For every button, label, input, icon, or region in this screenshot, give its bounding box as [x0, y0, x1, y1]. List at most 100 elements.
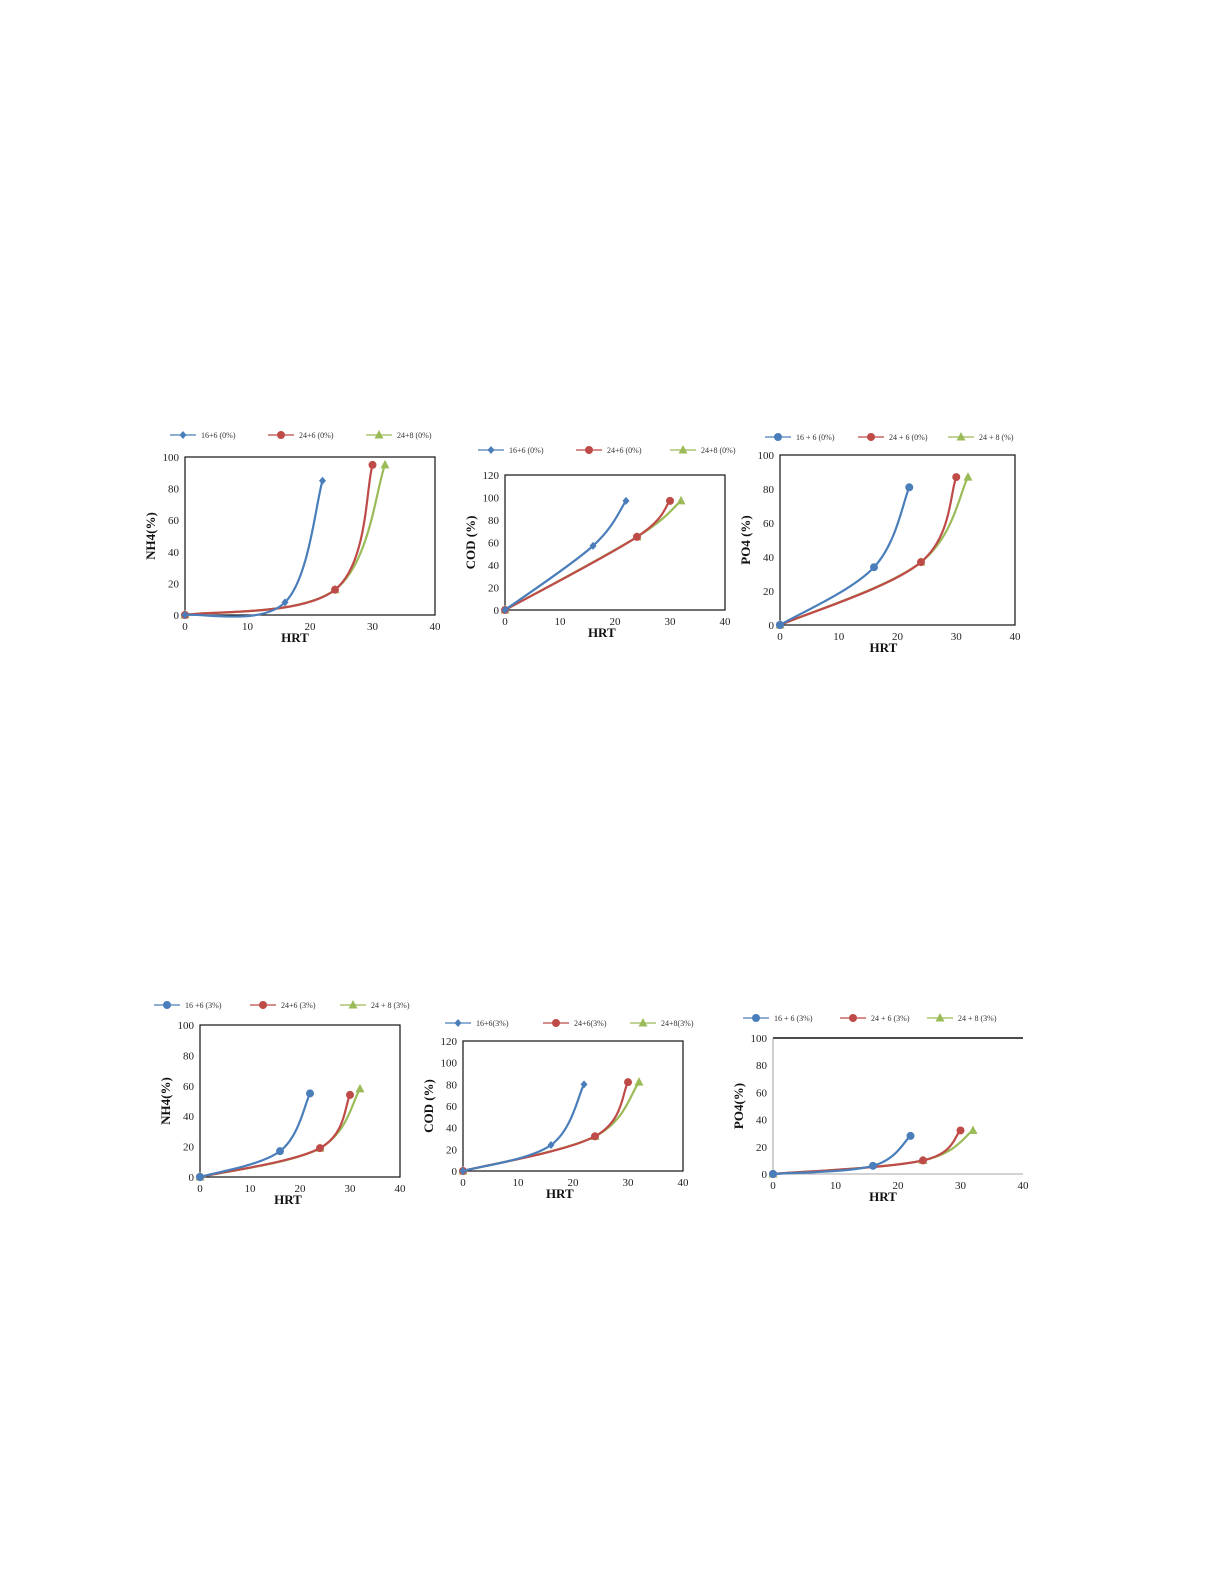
x-tick-label: 30: [345, 1183, 357, 1195]
series-line: [461, 1083, 586, 1173]
data-point: [181, 611, 189, 619]
data-point: [622, 496, 630, 505]
data-point: [676, 495, 686, 505]
x-tick-label: 40: [1018, 1180, 1030, 1192]
chart-svg: 16+6 (0%) 24+6 (0%) 24+8 (0%) 0 20 40 60 80 100 0…: [143, 430, 441, 645]
data-point: [919, 1156, 927, 1165]
x-tick-label: 20: [568, 1177, 580, 1189]
x-tick-label: 10: [555, 616, 567, 628]
y-axis-title: COD (%): [463, 516, 478, 570]
legend-label: 16 +6 (3%): [185, 1001, 222, 1010]
data-point: [580, 1080, 588, 1089]
data-point: [769, 1170, 777, 1178]
legend-swatch-marker: [849, 1014, 857, 1022]
legend: 16+6 (0%) 24+6 (0%) 24+8 (0%): [478, 445, 736, 455]
data-point: [666, 496, 674, 505]
legend-swatch-marker: [752, 1014, 760, 1022]
chart-po4-3pct: 16 + 6 (3%) 24 + 6 (3%) 24 + 8 (3%) 0 20 40 60…: [705, 1008, 1035, 1218]
legend-swatch-marker: [374, 430, 384, 439]
data-point: [501, 606, 509, 614]
legend-swatch-marker: [678, 445, 688, 454]
legend-swatch-marker: [867, 433, 875, 441]
y-tick-label: 80: [446, 1079, 458, 1091]
y-tick-label: 0: [494, 605, 500, 617]
data-point: [368, 460, 377, 469]
legend-swatch-marker: [935, 1013, 945, 1022]
chart-svg: 16 +6 (3%) 24+6 (3%) 24 + 8 (3%) 0 20 40 60 80 1…: [154, 1000, 410, 1207]
chart-svg: 16+6 (0%) 24+6 (0%) 24+8 (0%)0204060801001…: [463, 445, 736, 640]
chart-nh4-3pct: 16 +6 (3%) 24+6 (3%) 24 + 8 (3%) 0 20 40 60 80 1…: [140, 995, 420, 1225]
legend-label: 24+8(3%): [661, 1019, 694, 1028]
plot-frame: [462, 1040, 684, 1172]
legend-swatch-marker: [179, 431, 187, 439]
legend-label: 24 + 8 (3%): [958, 1014, 997, 1023]
x-tick-label: 10: [830, 1180, 842, 1192]
plot-frame: [504, 474, 726, 611]
legend-swatch-marker: [348, 1000, 358, 1009]
y-axis-title: PO4(%): [731, 1083, 746, 1129]
legend-label: 24 + 6 (0%): [889, 433, 928, 442]
x-axis-title: HRT: [588, 625, 616, 640]
y-tick-label: 80: [168, 484, 180, 496]
x-tick-label: 20: [305, 621, 317, 633]
data-point: [547, 1141, 555, 1149]
data-point: [591, 1132, 599, 1141]
series-group: [196, 1090, 354, 1181]
chart-nh4-0pct: 16+6 (0%) 24+6 (0%) 24+8 (0%) 0 20 40 60 80 100 0…: [140, 425, 450, 675]
x-tick-label: 30: [665, 616, 677, 628]
y-axis-title: NH4(%): [143, 512, 158, 560]
y-tick-label: 60: [756, 1087, 768, 1099]
y-tick-label: 100: [163, 452, 180, 464]
series-line: [198, 1093, 352, 1179]
legend-label: 24+6 (0%): [299, 431, 334, 440]
data-point: [633, 532, 641, 541]
chart-cod-3pct: 16+6(3%) 24+6(3%) 24+8(3%) 0 20 40 60 80 100 120 0…: [400, 1013, 700, 1228]
data-point: [906, 1131, 915, 1140]
y-tick-label: 0: [174, 610, 180, 622]
y-tick-label: 0: [452, 1166, 458, 1178]
x-tick-label: 10: [513, 1177, 525, 1189]
y-tick-label: 100: [751, 1033, 768, 1045]
y-tick-label: 20: [756, 1142, 768, 1154]
series-line: [198, 1092, 312, 1179]
x-tick-label: 0: [777, 631, 783, 643]
series-group: [181, 460, 377, 619]
legend-swatch-marker: [552, 1019, 560, 1027]
data-point: [196, 1173, 204, 1181]
legend: 16 +6 (3%) 24+6 (3%) 24 + 8 (3%): [154, 1000, 410, 1010]
data-point: [316, 1144, 324, 1153]
x-tick-label: 40: [720, 616, 732, 628]
data-point: [952, 473, 961, 482]
x-axis-title: HRT: [870, 640, 898, 655]
data-point: [917, 558, 925, 567]
data-point: [870, 563, 878, 572]
data-point: [346, 1090, 354, 1099]
series-group: [458, 1077, 644, 1175]
y-axis-title: COD (%): [421, 1079, 436, 1133]
y-tick-label: 80: [488, 515, 500, 527]
series-group: [501, 496, 674, 614]
x-tick-label: 20: [893, 1180, 905, 1192]
data-point: [776, 621, 784, 629]
legend-label: 16 + 6 (0%): [796, 433, 835, 442]
data-point: [963, 472, 973, 481]
plot-frame: [199, 1024, 401, 1178]
data-point: [634, 1077, 644, 1086]
x-axis-title: HRT: [274, 1192, 302, 1207]
series-group: [459, 1078, 632, 1175]
y-tick-label: 60: [446, 1101, 458, 1113]
legend-swatch-marker: [956, 432, 966, 441]
series-group: [769, 1126, 965, 1178]
x-tick-label: 30: [623, 1177, 635, 1189]
series-group: [501, 496, 630, 614]
y-tick-label: 20: [183, 1142, 195, 1154]
series-line: [461, 1081, 641, 1173]
legend-label: 24+8 (0%): [701, 446, 736, 455]
x-axis-title: HRT: [546, 1186, 574, 1201]
data-point: [281, 598, 289, 607]
data-point: [956, 1126, 965, 1135]
x-tick-label: 40: [1010, 631, 1022, 643]
series-group: [776, 473, 961, 629]
series-group: [180, 459, 390, 619]
y-tick-label: 20: [446, 1144, 458, 1156]
